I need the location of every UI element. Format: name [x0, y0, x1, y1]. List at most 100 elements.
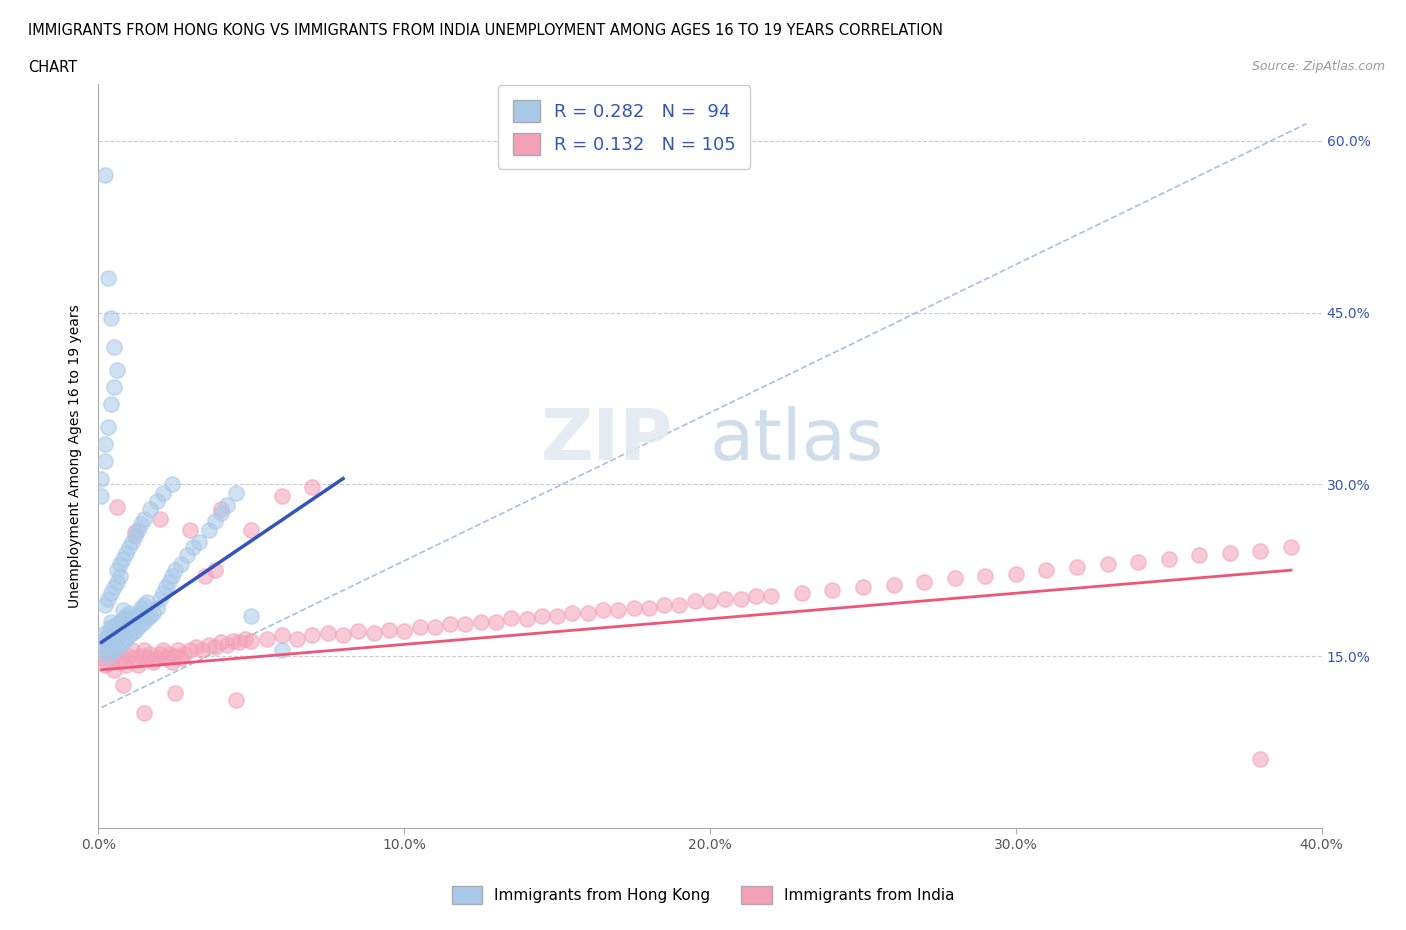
Point — [90, 472, 112, 486]
Point — [121, 626, 143, 641]
Point — [454, 617, 477, 631]
Point — [105, 628, 128, 643]
Y-axis label: Unemployment Among Ages 16 to 19 years: Unemployment Among Ages 16 to 19 years — [69, 304, 83, 607]
Point — [576, 605, 599, 620]
Point — [347, 623, 370, 638]
Point — [225, 692, 247, 707]
Point — [163, 685, 186, 700]
Point — [90, 651, 112, 666]
Point — [204, 563, 226, 578]
Point — [170, 651, 193, 666]
Point — [149, 512, 172, 526]
Point — [943, 571, 966, 586]
Point — [105, 499, 128, 514]
Point — [103, 339, 125, 354]
Point — [103, 379, 125, 394]
Point — [103, 643, 125, 658]
Point — [170, 557, 193, 572]
Point — [155, 651, 177, 666]
Point — [142, 605, 165, 620]
Point — [1188, 548, 1211, 563]
Point — [145, 651, 167, 666]
Point — [93, 597, 115, 612]
Point — [97, 271, 120, 286]
Point — [157, 646, 180, 661]
Point — [501, 611, 523, 626]
Point — [93, 437, 115, 452]
Point — [852, 580, 875, 595]
Point — [100, 643, 122, 658]
Point — [124, 525, 146, 539]
Point — [546, 608, 568, 623]
Point — [118, 628, 141, 643]
Point — [93, 626, 115, 641]
Point — [1097, 557, 1119, 572]
Point — [730, 591, 752, 606]
Point — [134, 512, 156, 526]
Point — [124, 608, 146, 623]
Point — [127, 605, 149, 620]
Point — [115, 620, 138, 635]
Point — [167, 643, 190, 658]
Point — [179, 523, 201, 538]
Point — [127, 620, 149, 635]
Point — [129, 648, 152, 663]
Point — [228, 635, 250, 650]
Point — [136, 611, 159, 626]
Point — [215, 498, 238, 512]
Point — [155, 580, 177, 595]
Point — [111, 612, 134, 627]
Point — [108, 568, 131, 583]
Point — [423, 620, 446, 635]
Point — [439, 617, 461, 631]
Point — [408, 620, 430, 635]
Point — [592, 603, 614, 618]
Point — [607, 603, 630, 618]
Point — [108, 637, 131, 652]
Point — [108, 614, 131, 629]
Point — [100, 655, 122, 670]
Point — [240, 523, 263, 538]
Point — [392, 623, 416, 638]
Point — [134, 614, 156, 629]
Point — [134, 706, 156, 721]
Point — [149, 591, 172, 606]
Point — [1128, 554, 1150, 569]
Point — [974, 568, 997, 583]
Point — [97, 591, 120, 606]
Point — [115, 658, 138, 672]
Point — [186, 640, 208, 655]
Point — [121, 534, 143, 549]
Point — [516, 612, 538, 627]
Point — [142, 655, 165, 670]
Point — [111, 651, 134, 666]
Point — [204, 640, 226, 655]
Point — [97, 626, 120, 641]
Point — [145, 494, 167, 509]
Point — [1219, 546, 1241, 561]
Point — [90, 488, 112, 503]
Point — [222, 633, 245, 648]
Point — [93, 167, 115, 182]
Point — [136, 651, 159, 666]
Point — [301, 628, 323, 643]
Point — [111, 635, 134, 650]
Point — [485, 614, 508, 629]
Point — [93, 454, 115, 469]
Point — [759, 589, 782, 604]
Point — [127, 658, 149, 672]
Point — [108, 655, 131, 670]
Point — [1249, 543, 1271, 558]
Point — [134, 643, 156, 658]
Text: CHART: CHART — [28, 60, 77, 75]
Point — [530, 608, 553, 623]
Point — [100, 311, 122, 325]
Point — [100, 397, 122, 412]
Point — [1035, 563, 1057, 578]
Point — [121, 643, 143, 658]
Point — [105, 640, 128, 655]
Point — [124, 528, 146, 543]
Point — [181, 539, 204, 554]
Point — [105, 646, 128, 661]
Point — [1249, 751, 1271, 766]
